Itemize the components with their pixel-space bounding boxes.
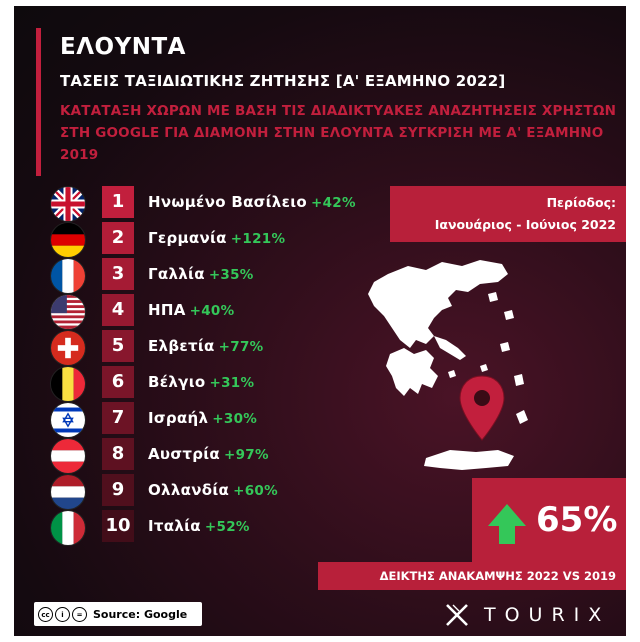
- tourix-logo-icon: [446, 604, 468, 626]
- belgium-flag-icon: [50, 366, 86, 402]
- change-value: +42%: [311, 195, 356, 211]
- page-subtitle: ΤΑΣΕΙΣ ΤΑΞΙΔΙΩΤΙΚΗΣ ΖΗΤΗΣΗΣ [Α' ΕΞΑΜΗΝΟ …: [60, 72, 506, 90]
- rank-badge: 1: [102, 186, 134, 218]
- country-name: Γαλλία: [148, 265, 205, 283]
- rank-badge: 8: [102, 438, 134, 470]
- rank-badge: 3: [102, 258, 134, 290]
- change-value: +60%: [233, 483, 278, 499]
- rank-badge: 2: [102, 222, 134, 254]
- france-flag-icon: [50, 258, 86, 294]
- netherlands-flag-icon: [50, 474, 86, 510]
- rank-badge: 7: [102, 402, 134, 434]
- greece-map: [368, 260, 528, 470]
- country-entry: Ελβετία +77%: [148, 330, 263, 363]
- country-entry: Βέλγιο +31%: [148, 366, 254, 399]
- country-name: Γερμανία: [148, 229, 227, 247]
- recovery-label: ΔΕΙΚΤΗΣ ΑΝΑΚΑΜΨΗΣ 2022 VS 2019: [318, 562, 626, 590]
- change-value: +35%: [208, 267, 254, 283]
- period-value: Ιανουάριος - Ιούνιος 2022: [434, 217, 616, 232]
- country-entry: Γαλλία +35%: [148, 258, 254, 291]
- arrow-up-icon: [488, 504, 526, 544]
- attribution-icon: i: [55, 606, 70, 622]
- rank-badge: 9: [102, 474, 134, 506]
- creative-commons-icon: cc: [38, 606, 53, 622]
- source-badge: cc i = Source: Google: [34, 602, 202, 626]
- change-value: +121%: [230, 231, 286, 247]
- usa-flag-icon: [50, 294, 86, 330]
- recovery-value: 65%: [536, 500, 618, 540]
- change-value: +30%: [212, 411, 258, 427]
- country-name: ΗΠΑ: [148, 301, 186, 319]
- change-value: +77%: [218, 339, 264, 355]
- change-value: +40%: [189, 303, 235, 319]
- infographic: ΕΛΟΥΝΤΑ ΤΑΣΕΙΣ ΤΑΞΙΔΙΩΤΙΚΗΣ ΖΗΤΗΣΗΣ [Α' …: [14, 6, 626, 636]
- country-name: Βέλγιο: [148, 373, 206, 391]
- country-entry: Ισραήλ +30%: [148, 402, 257, 435]
- israel-flag-icon: [50, 402, 86, 438]
- germany-flag-icon: [50, 222, 86, 258]
- country-entry: Ολλανδία +60%: [148, 474, 278, 507]
- source-text: Source: Google: [93, 607, 188, 621]
- country-entry: ΗΠΑ +40%: [148, 294, 234, 327]
- country-name: Ιταλία: [148, 517, 201, 535]
- brand-name: TOURIX: [484, 604, 611, 626]
- uk-flag-icon: [50, 186, 86, 222]
- equal-icon: =: [72, 606, 87, 622]
- period-box: Περίοδος: Ιανουάριος - Ιούνιος 2022: [390, 186, 626, 242]
- change-value: +97%: [223, 447, 269, 463]
- change-value: +52%: [204, 519, 250, 535]
- country-name: Ηνωμένο Βασίλειο: [148, 193, 307, 211]
- italy-flag-icon: [50, 510, 86, 546]
- change-value: +31%: [209, 375, 255, 391]
- country-name: Ολλανδία: [148, 481, 230, 499]
- country-name: Ελβετία: [148, 337, 215, 355]
- austria-flag-icon: [50, 438, 86, 474]
- switzerland-flag-icon: [50, 330, 86, 366]
- rank-badge: 5: [102, 330, 134, 362]
- rank-badge: 4: [102, 294, 134, 326]
- country-entry: Αυστρία +97%: [148, 438, 269, 471]
- country-entry: Γερμανία +121%: [148, 222, 285, 255]
- recovery-kpi-box: 65%: [472, 478, 626, 564]
- title-accent-bar: [36, 28, 41, 176]
- rank-badge: 10: [102, 510, 134, 542]
- country-entry: Ηνωμένο Βασίλειο +42%: [148, 186, 356, 219]
- rank-badge: 6: [102, 366, 134, 398]
- country-name: Αυστρία: [148, 445, 220, 463]
- location-pin-icon: [459, 375, 505, 441]
- country-entry: Ιταλία +52%: [148, 510, 250, 543]
- period-label: Περίοδος:: [546, 195, 616, 210]
- tourix-logo: TOURIX: [444, 602, 610, 628]
- country-name: Ισραήλ: [148, 409, 209, 427]
- page-description: ΚΑΤΑΤΑΞΗ ΧΩΡΩΝ ΜΕ ΒΑΣΗ ΤΙΣ ΔΙΑΔΙΚΤΥΑΚΕΣ …: [60, 103, 617, 163]
- page-title: ΕΛΟΥΝΤΑ: [60, 34, 186, 60]
